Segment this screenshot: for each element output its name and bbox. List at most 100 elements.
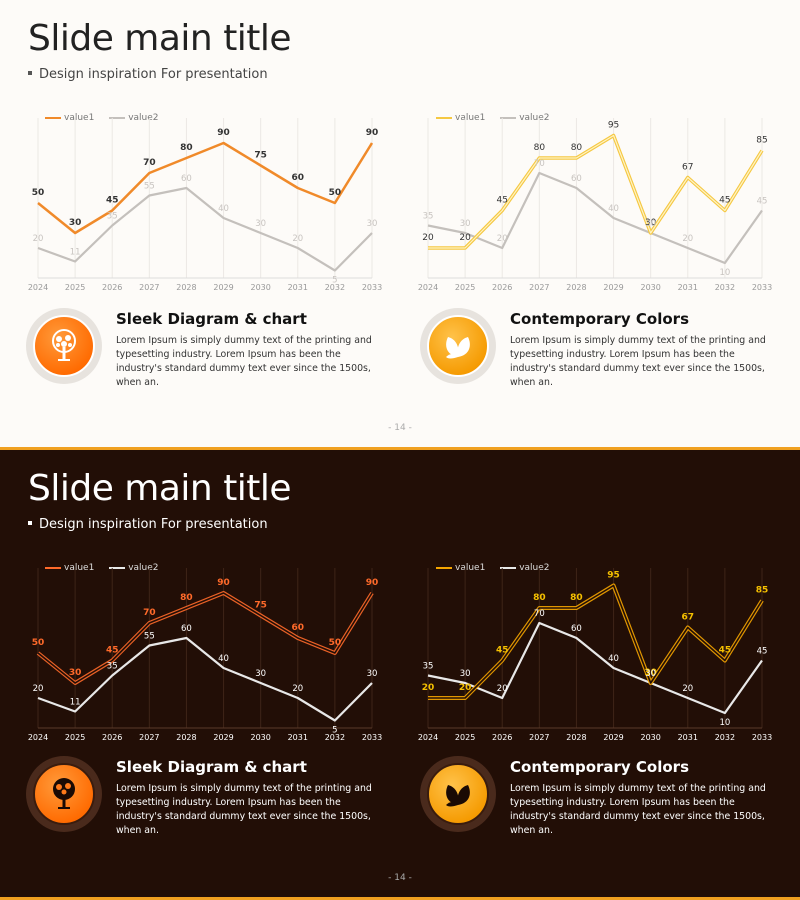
- x-tick-label: 2031: [678, 733, 698, 742]
- feature-text: Sleek Diagram & chart Lorem Ipsum is sim…: [116, 758, 376, 838]
- data-label-value2: 35: [107, 212, 118, 222]
- legend-label: value2: [519, 113, 550, 123]
- x-tick-label: 2032: [325, 733, 345, 742]
- data-label-value1: 30: [644, 668, 657, 678]
- data-label-value1: 20: [422, 233, 434, 243]
- chart-legend-right: value1 value2: [436, 112, 562, 123]
- data-label-value2: 30: [645, 669, 656, 679]
- data-label-value2: 20: [497, 684, 508, 694]
- legend-swatch-value1: [45, 567, 61, 569]
- leaves-icon: [446, 785, 470, 807]
- legend-label: value2: [519, 563, 550, 573]
- x-tick-label: 2027: [139, 283, 159, 292]
- x-tick-label: 2026: [102, 283, 122, 292]
- legend-swatch-value2: [500, 567, 517, 569]
- legend-label: value2: [128, 563, 159, 573]
- data-label-value2: 55: [144, 632, 155, 642]
- data-label-value1: 95: [608, 121, 619, 131]
- feature-heading: Sleek Diagram & chart: [116, 310, 307, 328]
- data-label-value1: 60: [292, 173, 305, 183]
- data-label-value2: 30: [367, 669, 378, 679]
- subtitle-text: Design inspiration For presentation: [39, 67, 268, 82]
- x-tick-label: 2024: [418, 733, 438, 742]
- data-label-value1: 20: [459, 233, 471, 243]
- data-label-value1: 90: [366, 578, 379, 588]
- feature-heading: Sleek Diagram & chart: [116, 758, 307, 776]
- slide-dark: Slide main title Design inspiration For …: [0, 450, 800, 900]
- x-tick-label: 2029: [603, 733, 623, 742]
- data-label-value1: 30: [645, 218, 657, 228]
- x-tick-label: 2024: [418, 283, 438, 292]
- data-label-value1: 50: [32, 188, 45, 198]
- data-label-value2: 20: [33, 234, 44, 244]
- x-tick-label: 2032: [715, 283, 735, 292]
- x-tick-label: 2024: [28, 733, 48, 742]
- data-label-value1: 85: [756, 136, 767, 146]
- x-tick-label: 2026: [492, 283, 512, 292]
- x-tick-label: 2025: [65, 283, 85, 292]
- data-label-value2: 30: [460, 219, 471, 229]
- x-tick-label: 2031: [288, 733, 308, 742]
- data-label-value2: 30: [255, 219, 266, 229]
- data-label-value2: 10: [719, 718, 730, 728]
- leaves-icon: [446, 337, 470, 359]
- data-label-value1: 75: [254, 151, 267, 161]
- feature-body: Lorem Ipsum is simply dummy text of the …: [116, 335, 372, 388]
- series-line-value1: [36, 591, 374, 685]
- series-line-value2: [37, 186, 373, 272]
- data-label-value1: 80: [180, 143, 193, 153]
- series-line-value2: [427, 171, 763, 265]
- data-label-value1: 85: [756, 586, 769, 596]
- feature-icon-ring: [26, 308, 102, 384]
- feature-body: Lorem Ipsum is simply dummy text of the …: [510, 783, 766, 836]
- data-label-value1: 45: [719, 646, 732, 656]
- legend-label: value2: [128, 113, 159, 123]
- line-chart-left: 2024 2025 2026 2027 2028 2029 2030 2031 2032 2033…: [28, 118, 382, 292]
- data-label-value1: 67: [682, 163, 693, 173]
- feature-text: Contemporary Colors Lorem Ipsum is simpl…: [510, 310, 770, 390]
- feature-heading: Contemporary Colors: [510, 310, 690, 328]
- data-label-value2: 20: [33, 684, 44, 694]
- data-label-value1: 45: [496, 196, 507, 206]
- x-tick-label: 2032: [325, 283, 345, 292]
- data-label-value2: 11: [70, 248, 81, 258]
- x-tick-label: 2033: [362, 283, 382, 292]
- data-label-value2: 5: [332, 726, 337, 736]
- x-tick-label: 2027: [529, 733, 549, 742]
- slide-title: Slide main title: [28, 468, 292, 509]
- data-label-value1: 45: [496, 646, 509, 656]
- data-label-value2: 40: [218, 204, 229, 214]
- legend-value2: value2: [109, 563, 159, 573]
- line-chart-right: 2024 2025 2026 2027 2028 2029 2030 2031 2032 2033…: [418, 568, 772, 742]
- legend-value2: value2: [500, 563, 550, 573]
- data-label-value1: 90: [217, 128, 230, 138]
- data-label-value1: 90: [217, 578, 230, 588]
- data-label-value2: 30: [460, 669, 471, 679]
- data-label-value2: 35: [423, 212, 434, 222]
- data-label-value2: 70: [534, 159, 545, 169]
- feature-text: Sleek Diagram & chart Lorem Ipsum is sim…: [116, 310, 376, 390]
- bullet-icon: [28, 70, 32, 75]
- subtitle-text: Design inspiration For presentation: [39, 517, 268, 532]
- data-label-value2: 40: [608, 204, 619, 214]
- feature-icon-disc: [33, 763, 95, 825]
- legend-swatch-value2: [109, 117, 126, 119]
- data-label-value2: 20: [682, 234, 693, 244]
- x-tick-label: 2025: [65, 733, 85, 742]
- page-number: - 14 -: [388, 873, 412, 883]
- feature-icon-disc: [427, 315, 489, 377]
- x-tick-label: 2025: [455, 733, 475, 742]
- chart-legend-left: value1 value2: [45, 112, 171, 123]
- data-label-value2: 30: [367, 219, 378, 229]
- x-tick-label: 2028: [176, 733, 196, 742]
- x-tick-label: 2028: [566, 733, 586, 742]
- data-label-value1: 45: [106, 646, 119, 656]
- x-tick-label: 2029: [603, 283, 623, 292]
- feature-icon-ring: [420, 756, 496, 832]
- data-label-value1: 30: [69, 218, 82, 228]
- legend-label: value1: [64, 113, 95, 123]
- data-label-value1: 70: [143, 158, 156, 168]
- series-line-value1-inner: [37, 592, 373, 684]
- data-label-value2: 20: [682, 684, 693, 694]
- data-label-value2: 35: [423, 662, 434, 672]
